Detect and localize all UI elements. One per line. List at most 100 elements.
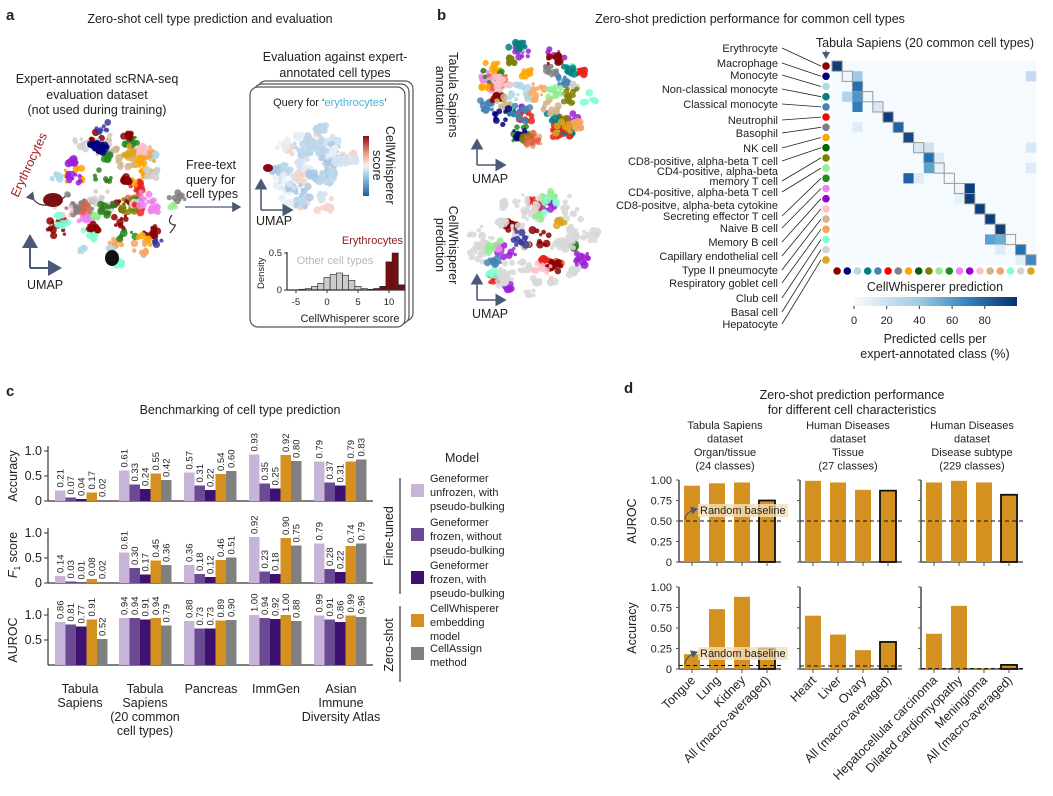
- heatmap-cell: [1025, 214, 1037, 225]
- umap-point: [506, 60, 512, 67]
- heatmap-cell: [1005, 173, 1016, 184]
- heatmap-cell: [985, 122, 996, 133]
- umap-point: [496, 238, 502, 244]
- y-tick-label: 0: [666, 557, 672, 569]
- umap-point: [565, 132, 574, 140]
- umap-point: [557, 84, 564, 91]
- y-tick-label: 0.25: [651, 644, 672, 656]
- umap-point: [561, 54, 568, 61]
- umap-point: [566, 82, 570, 87]
- bar: [356, 459, 367, 501]
- row-label: Classical monocyte: [683, 99, 778, 111]
- row-color-dot: [822, 133, 830, 142]
- label-connector: [781, 259, 822, 325]
- x-tick-label: Tongue: [659, 673, 698, 712]
- umap-point: [351, 157, 360, 166]
- dataset-label-line1: Expert-annotated scRNA-seq: [16, 72, 179, 86]
- bar: [951, 605, 967, 669]
- erythrocyte-cluster: [43, 193, 63, 207]
- umap-point: [155, 171, 160, 175]
- umap-point: [524, 67, 533, 76]
- heatmap-cell: [1015, 234, 1027, 245]
- heatmap-cell: [852, 193, 863, 205]
- umap-point: [83, 208, 88, 213]
- row-label: CD4-positive, alpha-beta T cell: [628, 187, 778, 199]
- umap-point: [529, 86, 537, 93]
- heatmap-cell: [852, 122, 863, 133]
- query-text: Query for ‘erythrocytes’: [273, 97, 387, 109]
- heatmap-cell: [944, 132, 955, 143]
- row-color-dot: [822, 245, 830, 254]
- umap-point: [303, 200, 308, 205]
- umap-point: [562, 199, 568, 205]
- column-color-dot: [853, 267, 862, 275]
- heatmap-cell: [954, 101, 965, 113]
- heatmap-cell: [1025, 203, 1037, 215]
- y-tick-label: 0.5: [25, 633, 42, 647]
- column-header: (27 classes): [818, 461, 877, 473]
- bar-value-label: 0.24: [140, 468, 151, 487]
- y-tick-label: 1.00: [651, 475, 672, 487]
- umap-point: [346, 160, 351, 165]
- heatmap-cell: [1025, 91, 1037, 103]
- umap-point: [170, 202, 174, 206]
- heatmap-cell: [842, 224, 853, 235]
- heatmap-cell: [842, 203, 853, 215]
- heatmap-cell: [852, 254, 863, 266]
- bar-value-label: 0.99: [314, 594, 325, 613]
- bar: [150, 618, 161, 665]
- umap-point: [541, 208, 548, 215]
- heatmap-cell: [913, 214, 925, 225]
- colorbar-tick-label: 80: [979, 315, 991, 327]
- umap-point: [93, 176, 99, 182]
- heatmap-cell: [1015, 122, 1027, 133]
- bar: [119, 618, 130, 665]
- umap-point: [152, 152, 158, 159]
- heatmap-cell: [893, 183, 904, 194]
- heatmap-cell: [995, 224, 1006, 235]
- umap-point: [502, 197, 508, 203]
- heatmap-cell: [923, 214, 935, 225]
- random-baseline-label: Random baseline: [700, 505, 786, 517]
- bar: [734, 482, 750, 562]
- heatmap-cell: [964, 91, 976, 103]
- umap-axis-label-b2: UMAP: [472, 307, 508, 321]
- umap-point: [123, 216, 129, 222]
- umap-point: [152, 239, 158, 246]
- heatmap-cell: [934, 163, 945, 174]
- umap-point: [545, 93, 552, 100]
- umap-point: [538, 232, 543, 237]
- heatmap-cell: [964, 173, 976, 184]
- heatmap-cell: [995, 132, 1006, 143]
- heatmap-cell: [913, 101, 925, 113]
- umap-point: [536, 195, 542, 202]
- row-color-dot: [822, 92, 830, 101]
- umap-point: [316, 150, 321, 154]
- umap-point: [514, 202, 520, 209]
- umap-point: [489, 107, 494, 112]
- heatmap-cell: [903, 81, 914, 92]
- heatmap-cell: [934, 173, 945, 184]
- heatmap-cell: [1005, 142, 1016, 154]
- heatmap-cell: [1005, 101, 1016, 113]
- heatmap-cell: [995, 234, 1006, 245]
- heatmap-cell: [974, 91, 986, 103]
- umap-point: [272, 175, 278, 181]
- heatmap-cell: [862, 244, 874, 256]
- umap-point: [49, 226, 57, 234]
- label-connector: [781, 47, 822, 67]
- umap-point: [482, 74, 488, 80]
- umap-point: [571, 67, 576, 72]
- umap-point: [300, 145, 305, 149]
- umap-point: [101, 124, 106, 129]
- heatmap-cell: [832, 81, 843, 92]
- heatmap-cell: [913, 71, 925, 82]
- umap-point: [479, 224, 484, 229]
- umap-point: [554, 267, 562, 275]
- umap-point: [282, 179, 288, 185]
- umap-point: [547, 206, 554, 213]
- bar: [140, 574, 151, 583]
- row-color-dot: [822, 184, 830, 193]
- umap-point: [131, 248, 137, 253]
- umap-point: [87, 209, 93, 215]
